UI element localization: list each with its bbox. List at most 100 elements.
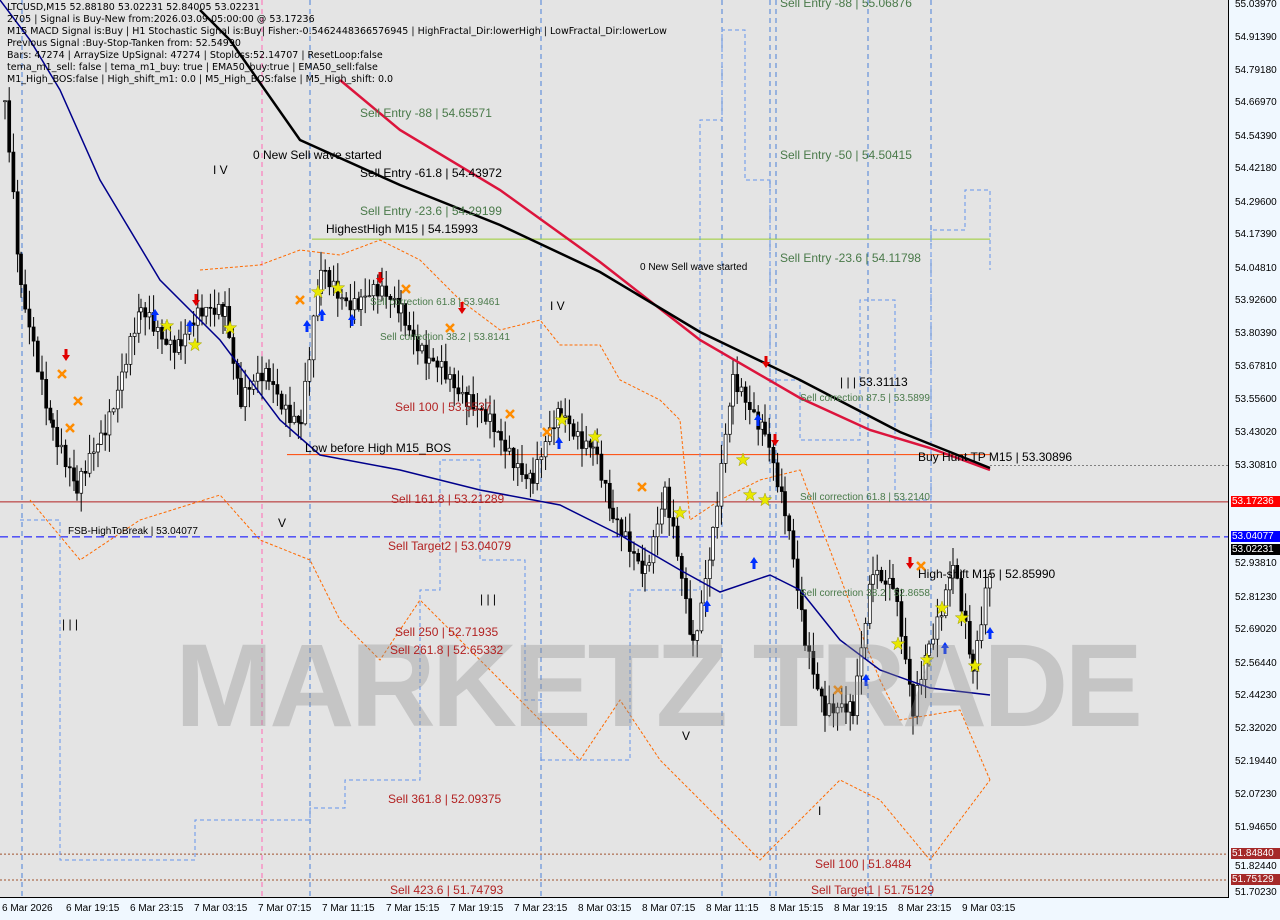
header-line: M15 MACD Signal is:Buy | H1 Stochastic S… <box>7 26 667 37</box>
chart-annotation: Sell Entry -88 | 54.65571 <box>360 106 492 120</box>
y-tick-label: 52.56440 <box>1235 657 1277 669</box>
time-axis[interactable]: 6 Mar 2026 6 Mar 19:15 6 Mar 23:15 7 Mar 03… <box>0 898 1228 920</box>
bear-candle <box>595 446 600 455</box>
y-tick-label: 52.19440 <box>1235 756 1277 768</box>
price-axis[interactable]: 55.03970 54.91390 54.79180 54.66970 54.54390… <box>1229 0 1280 898</box>
y-tick-label: 51.82440 <box>1235 861 1277 872</box>
bull-candle <box>155 326 160 332</box>
bull-candle <box>367 295 372 298</box>
bull-candle <box>132 332 137 337</box>
bear-candle <box>172 339 177 353</box>
x-tick-label: 6 Mar 2026 <box>2 903 53 914</box>
bear-candle <box>492 413 497 433</box>
bull-candle <box>488 413 492 422</box>
bull-candle <box>835 706 840 714</box>
bear-candle <box>435 360 440 368</box>
bull-candle <box>120 371 124 391</box>
watermark-logo: MARKETZ TRADE <box>175 620 1143 752</box>
price-tag: 53.17236 <box>1231 495 1280 507</box>
x-tick-label: 7 Mar 03:15 <box>194 903 248 914</box>
x-tick-label: 8 Mar 15:15 <box>770 903 824 914</box>
sell-arrow-icon <box>771 434 779 446</box>
chart-annotation: FSB-HighToBreak | 53.04077 <box>68 526 198 537</box>
bull-candle <box>727 405 732 435</box>
bull-candle <box>204 306 209 317</box>
bear-candle <box>691 634 695 641</box>
star-signal-icon <box>934 600 950 615</box>
chart-annotation: Sell correction 61.8 | 53.9461 <box>370 297 500 308</box>
x-tick-label: 9 Mar 03:15 <box>962 903 1016 914</box>
bear-candle <box>619 519 624 537</box>
bear-candle <box>823 695 827 716</box>
sell-arrow-icon <box>762 356 770 368</box>
bear-candle <box>279 393 284 410</box>
bull-candle <box>535 459 540 484</box>
bull-candle <box>623 531 628 537</box>
chart-annotation: Sell 423.6 | 51.74793 <box>390 883 504 897</box>
bull-candle <box>216 303 221 315</box>
bear-candle <box>815 673 820 690</box>
bear-candle <box>271 381 276 385</box>
bull-candle <box>723 433 728 464</box>
y-tick-label: 53.80390 <box>1235 327 1277 339</box>
chart-annotation: V <box>278 516 287 530</box>
bear-candle <box>51 419 55 428</box>
chart-annotation: High-shift M15 | 52.85990 <box>918 567 1056 581</box>
chart-annotation: Sell 261.8 | 52.65332 <box>390 643 504 657</box>
bull-candle <box>223 306 227 317</box>
buy-arrow-icon <box>348 314 356 326</box>
bear-candle <box>160 326 164 340</box>
bull-candle <box>703 578 708 604</box>
bear-candle <box>524 474 529 480</box>
bull-candle <box>863 623 868 649</box>
bear-candle <box>795 558 800 591</box>
bear-candle <box>479 408 484 411</box>
bull-candle <box>515 463 520 469</box>
bear-candle <box>15 191 20 255</box>
bull-candle <box>871 574 875 585</box>
bear-candle <box>83 470 88 474</box>
bear-candle <box>636 552 641 562</box>
bull-candle <box>887 577 892 585</box>
x-tick-label: 7 Mar 19:15 <box>450 903 504 914</box>
bull-candle <box>359 296 363 310</box>
bull-candle <box>311 315 316 361</box>
bear-candle <box>783 491 787 517</box>
y-tick-label: 54.79180 <box>1235 64 1277 76</box>
bear-candle <box>799 589 804 611</box>
star-signal-icon <box>310 284 326 299</box>
chart-annotation: Sell correction 38.2 | 53.8141 <box>380 332 510 343</box>
price-tag: 53.04077 <box>1231 530 1280 542</box>
bear-candle <box>443 361 448 380</box>
bull-candle <box>983 587 988 626</box>
bull-candle <box>111 408 116 413</box>
chart-annotation: Buy Hunt TP M15 | 53.30896 <box>918 450 1073 464</box>
y-tick-label: 54.42180 <box>1235 163 1277 175</box>
bear-candle <box>903 636 908 660</box>
chart-plot-area[interactable]: MARKETZ TRADE LTCUSD,M15 52.88180 53.022… <box>0 0 1229 898</box>
bear-candle <box>967 621 972 655</box>
star-signal-icon <box>187 337 203 352</box>
bear-candle <box>212 307 217 315</box>
bear-candle <box>231 337 236 364</box>
bull-candle <box>987 574 992 589</box>
bear-candle <box>747 402 752 410</box>
ma-mid-line <box>339 79 991 472</box>
chart-annotation: Sell correction 87.5 | 53.5899 <box>800 393 930 404</box>
bear-candle <box>959 578 964 612</box>
header-line: Bars: 47274 | ArraySize UpSignal: 47274 … <box>7 50 383 61</box>
bull-candle <box>392 297 397 300</box>
bear-candle <box>483 409 488 422</box>
y-tick-label: 53.92600 <box>1235 295 1277 307</box>
y-tick-label: 52.81230 <box>1235 591 1277 603</box>
bear-candle <box>424 344 429 364</box>
bear-candle <box>48 407 53 421</box>
buy-arrow-icon <box>750 557 758 569</box>
bull-candle <box>923 655 928 680</box>
bull-candle <box>739 386 744 393</box>
chart-annotation: V <box>682 729 691 743</box>
y-tick-label: 53.43020 <box>1235 427 1277 439</box>
buy-arrow-icon <box>186 320 194 332</box>
bear-candle <box>200 307 204 317</box>
bull-candle <box>168 339 173 345</box>
